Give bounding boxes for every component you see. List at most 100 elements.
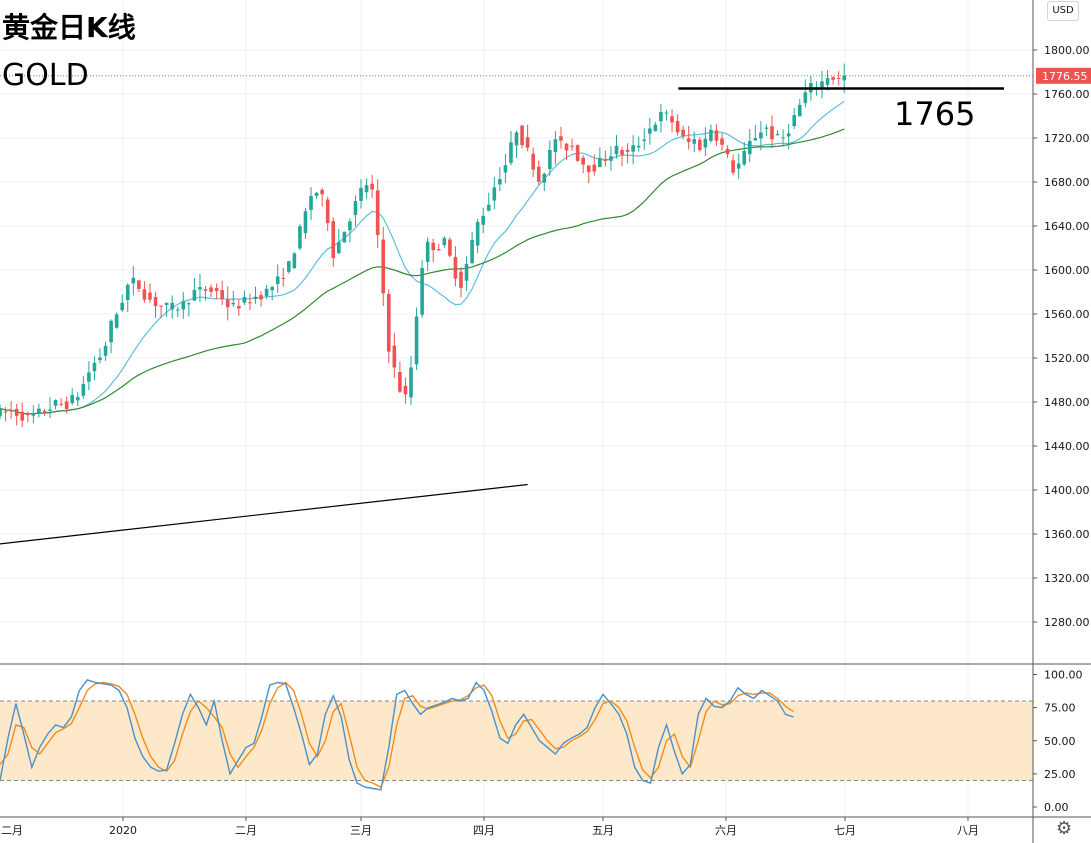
price-tick-label: 1760.00	[1044, 88, 1090, 101]
candle-body	[120, 302, 125, 311]
candle-body	[187, 303, 191, 305]
candle-body	[486, 204, 491, 211]
candle-body	[559, 136, 563, 141]
candle-body	[103, 345, 108, 356]
candle-body	[414, 316, 419, 365]
time-tick-label: 二月	[235, 824, 257, 837]
candle-body	[731, 160, 735, 173]
price-tick-label: 1480.00	[1044, 396, 1090, 409]
candle-body	[714, 130, 719, 141]
candle-body	[548, 150, 552, 170]
candle-body	[9, 410, 13, 412]
candle-body	[459, 271, 463, 288]
candle-body	[281, 277, 286, 279]
candle-body	[586, 165, 591, 172]
candle-body	[287, 261, 291, 272]
stoch-tick-label: 50.00	[1044, 735, 1076, 748]
price-tick-label: 1720.00	[1044, 132, 1090, 145]
candle-body	[636, 145, 641, 148]
candle-body	[98, 357, 102, 361]
time-tick-label: 八月	[957, 824, 979, 837]
time-tick-label: 六月	[715, 824, 737, 837]
candle-body	[109, 320, 113, 343]
candle-body	[392, 345, 397, 368]
trendline-segment	[0, 483, 528, 545]
candle-body	[270, 286, 274, 291]
candle-body	[670, 116, 674, 123]
candle-body	[214, 288, 219, 292]
candle-body	[759, 132, 763, 139]
stoch-tick-label: 100.00	[1044, 669, 1083, 682]
candle-body	[598, 157, 602, 168]
candle-body	[148, 292, 152, 300]
last-price-badge	[1036, 67, 1091, 84]
candle-body	[142, 289, 147, 300]
candle-body	[159, 305, 163, 307]
price-tick-label: 1680.00	[1044, 176, 1090, 189]
candle-body	[831, 77, 835, 80]
candle-body	[581, 157, 585, 165]
moving-averages	[0, 100, 845, 415]
candle-body	[470, 239, 474, 264]
candle-body	[453, 257, 458, 279]
candle-body	[681, 129, 685, 137]
candle-body	[25, 413, 30, 416]
candle-body	[664, 112, 669, 114]
candle-body	[825, 78, 830, 85]
candle-body	[659, 112, 663, 122]
candle-body	[170, 302, 174, 310]
candle-body	[348, 221, 352, 231]
candle-body	[436, 249, 441, 251]
candle-body	[442, 238, 447, 246]
candle-body	[675, 120, 680, 133]
candle-body	[70, 395, 75, 404]
candle-body	[820, 81, 824, 88]
candle-body	[842, 75, 847, 81]
stoch-d-line	[0, 681, 794, 789]
last-price-label: 1776.55	[1042, 70, 1088, 83]
candle-body	[342, 231, 347, 243]
chart-title: 黄金日K线	[2, 11, 136, 44]
candle-body	[536, 166, 541, 182]
price-tick-label: 1400.00	[1044, 484, 1090, 497]
candle-body	[498, 179, 502, 185]
candle-body	[564, 143, 569, 151]
time-tick-label: 2020	[109, 824, 137, 837]
currency-badge[interactable]: USD	[1047, 1, 1079, 21]
candle-body	[42, 410, 47, 413]
candle-body	[625, 149, 630, 152]
candle-body	[370, 183, 374, 190]
candle-body	[448, 239, 452, 256]
candle-body	[475, 221, 480, 246]
gear-icon[interactable]: ⚙	[1056, 818, 1073, 839]
candle-body	[614, 145, 619, 155]
grid	[0, 0, 1033, 817]
candle-body	[525, 137, 530, 148]
candle-body	[53, 400, 58, 406]
candle-body	[542, 173, 547, 183]
candle-body	[320, 189, 324, 195]
candle-body	[747, 140, 752, 155]
candle-body	[431, 242, 436, 251]
candle-body	[292, 253, 297, 269]
candle-body	[386, 294, 391, 352]
candle-body	[81, 384, 86, 396]
candle-body	[770, 126, 774, 140]
candle-body	[620, 150, 624, 155]
candle-body	[592, 164, 597, 172]
candle-body	[420, 267, 424, 315]
candle-body	[631, 145, 635, 152]
candle-body	[92, 362, 97, 372]
stochastic-panel	[0, 663, 1091, 791]
candle-body	[753, 138, 758, 141]
candle-body	[264, 288, 269, 297]
candle-body	[653, 124, 658, 132]
candle-body	[325, 199, 330, 224]
stoch-tick-label: 75.00	[1044, 702, 1076, 715]
candle-body	[764, 127, 769, 129]
candle-body	[242, 296, 247, 303]
price-tick-label: 1440.00	[1044, 440, 1090, 453]
stoch-tick-label: 25.00	[1044, 768, 1076, 781]
candle-body	[337, 242, 341, 254]
